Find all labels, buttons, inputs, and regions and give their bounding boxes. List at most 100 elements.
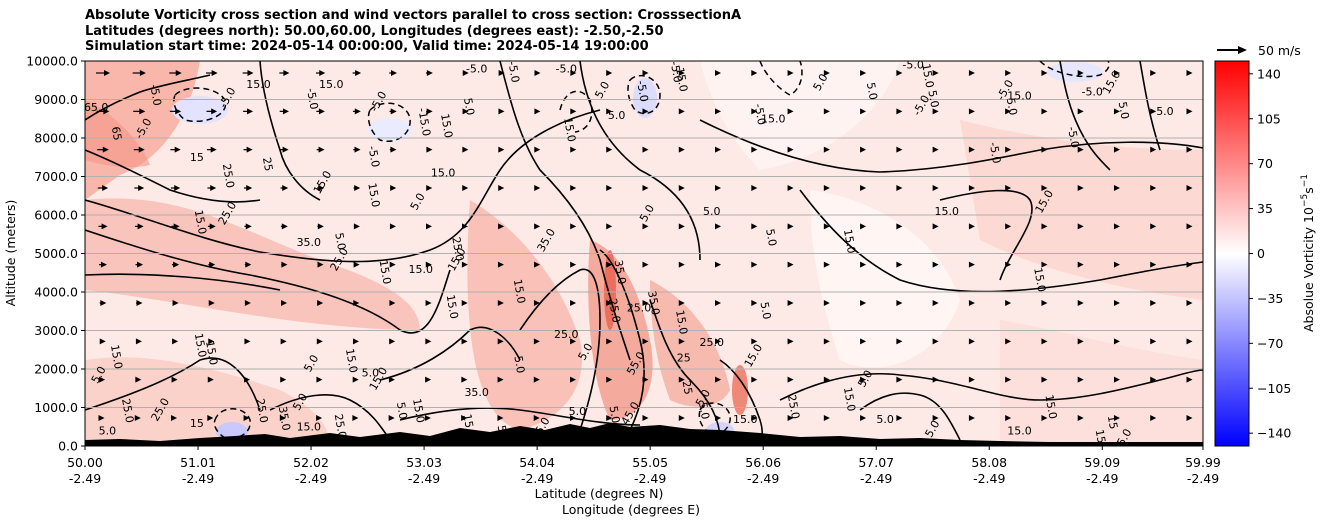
wind-vector bbox=[462, 108, 469, 115]
wind-vector bbox=[134, 223, 144, 230]
wind-vector bbox=[678, 185, 685, 191]
wind-vector bbox=[1150, 223, 1157, 230]
wind-vector bbox=[570, 338, 577, 345]
wind-vector bbox=[1077, 185, 1084, 191]
colorbar-tick-label: −35 bbox=[1257, 291, 1283, 306]
wind-vector bbox=[461, 415, 468, 421]
wind-vector bbox=[461, 300, 468, 306]
wind-vector bbox=[642, 261, 649, 268]
colorbar-tick-label: −105 bbox=[1257, 381, 1291, 396]
wind-vector bbox=[317, 261, 324, 268]
wind-vector bbox=[570, 185, 577, 191]
contour-label: 5.0 bbox=[758, 301, 774, 320]
wind-vector bbox=[968, 108, 975, 115]
wind-vector bbox=[534, 261, 541, 268]
wind-vector bbox=[642, 223, 649, 230]
wind-vector bbox=[787, 261, 794, 268]
wind-vector bbox=[425, 261, 432, 268]
wind-vector bbox=[169, 70, 182, 76]
wind-vector bbox=[99, 376, 106, 383]
wind-vector bbox=[461, 338, 468, 345]
contour-label: 5.0 bbox=[332, 232, 348, 251]
wind-vector bbox=[968, 70, 975, 76]
contour-label: 35.0 bbox=[464, 386, 489, 399]
x-tick-label-lat: 50.00 bbox=[67, 455, 103, 470]
x-tick-label-lon: -2.49 bbox=[860, 471, 892, 486]
wind-vector bbox=[570, 70, 577, 76]
wind-vector bbox=[787, 223, 794, 230]
y-tick-label: 0.0 bbox=[58, 439, 78, 454]
gridlines bbox=[85, 99, 1203, 408]
wind-vector bbox=[207, 415, 214, 421]
wind-vector bbox=[569, 415, 576, 421]
wind-vector bbox=[606, 415, 613, 421]
wind-vector bbox=[1150, 146, 1157, 153]
wind-vector bbox=[678, 300, 685, 306]
wind-vector bbox=[1186, 338, 1193, 345]
wind-vector bbox=[533, 300, 540, 306]
wind-vector bbox=[244, 300, 251, 306]
wind-vector bbox=[461, 261, 468, 268]
wind-vector bbox=[606, 223, 613, 230]
wind-vector bbox=[425, 376, 432, 383]
wind-vector bbox=[352, 415, 359, 421]
wind-vector bbox=[96, 70, 110, 76]
contour-label: -5.0 bbox=[555, 63, 576, 76]
wind-vector bbox=[751, 223, 758, 230]
contour-label: 15.0 bbox=[1007, 90, 1032, 103]
wind-vector bbox=[316, 415, 323, 421]
wind-vector bbox=[678, 108, 685, 115]
wind-vector bbox=[425, 300, 432, 306]
wind-vector bbox=[823, 376, 830, 383]
wind-vector bbox=[1186, 185, 1193, 191]
wind-vector bbox=[170, 146, 181, 153]
wind-vector bbox=[896, 261, 903, 268]
wind-vector bbox=[243, 108, 254, 115]
wind-vector bbox=[1150, 70, 1157, 76]
contour-label: 25 bbox=[260, 156, 275, 172]
wind-vector bbox=[570, 376, 577, 383]
contour-label: 15.0 bbox=[246, 78, 271, 91]
x-tick-label-lon: -2.49 bbox=[295, 471, 327, 486]
wind-vector bbox=[1077, 300, 1084, 306]
wind-vector bbox=[534, 70, 541, 76]
wind-vector bbox=[715, 261, 722, 268]
contour-label: 5.0 bbox=[608, 109, 626, 122]
wind-vector bbox=[1005, 108, 1012, 115]
x-tick-label-lat: 59.09 bbox=[1084, 455, 1120, 470]
wind-vector bbox=[133, 108, 146, 115]
contour-label: -5.0 bbox=[1081, 86, 1102, 99]
wind-vector bbox=[353, 261, 360, 268]
contour-label: 15.0 bbox=[733, 413, 758, 426]
wind-vector bbox=[1005, 415, 1012, 421]
contour-label: 15.0 bbox=[444, 294, 461, 320]
contour-label: 15.0 bbox=[192, 332, 209, 358]
x-tick-label-lon: -2.49 bbox=[69, 471, 101, 486]
wind-vector bbox=[1113, 70, 1120, 76]
wind-vector bbox=[1005, 261, 1012, 268]
wind-vector bbox=[533, 415, 540, 421]
x-tick-label-lat: 51.01 bbox=[180, 455, 216, 470]
wind-vector bbox=[132, 70, 146, 76]
wind-vector bbox=[860, 300, 867, 306]
wind-vector bbox=[426, 185, 433, 191]
wind-vector bbox=[1077, 376, 1084, 383]
wind-vector bbox=[462, 185, 469, 191]
wind-vector bbox=[678, 223, 685, 230]
y-tick-label: 6000.0 bbox=[34, 208, 78, 223]
x-tick-label-lat: 58.08 bbox=[971, 455, 1007, 470]
wind-vector bbox=[497, 376, 504, 383]
wind-vector bbox=[462, 146, 469, 153]
wind-vector bbox=[606, 146, 613, 153]
y-tick-label: 5000.0 bbox=[34, 246, 78, 261]
colorbar-tick-label: 105 bbox=[1257, 111, 1281, 126]
x-tick-label-lon: -2.49 bbox=[408, 471, 440, 486]
x-tick-label-lat: 56.06 bbox=[745, 455, 781, 470]
wind-vector bbox=[968, 185, 975, 191]
contour-label: 25.0 bbox=[627, 301, 652, 314]
wind-vector bbox=[388, 376, 395, 383]
terrain-silhouette bbox=[85, 423, 1203, 446]
contour-label: -5.0 bbox=[752, 103, 769, 126]
wind-vector bbox=[932, 185, 939, 191]
